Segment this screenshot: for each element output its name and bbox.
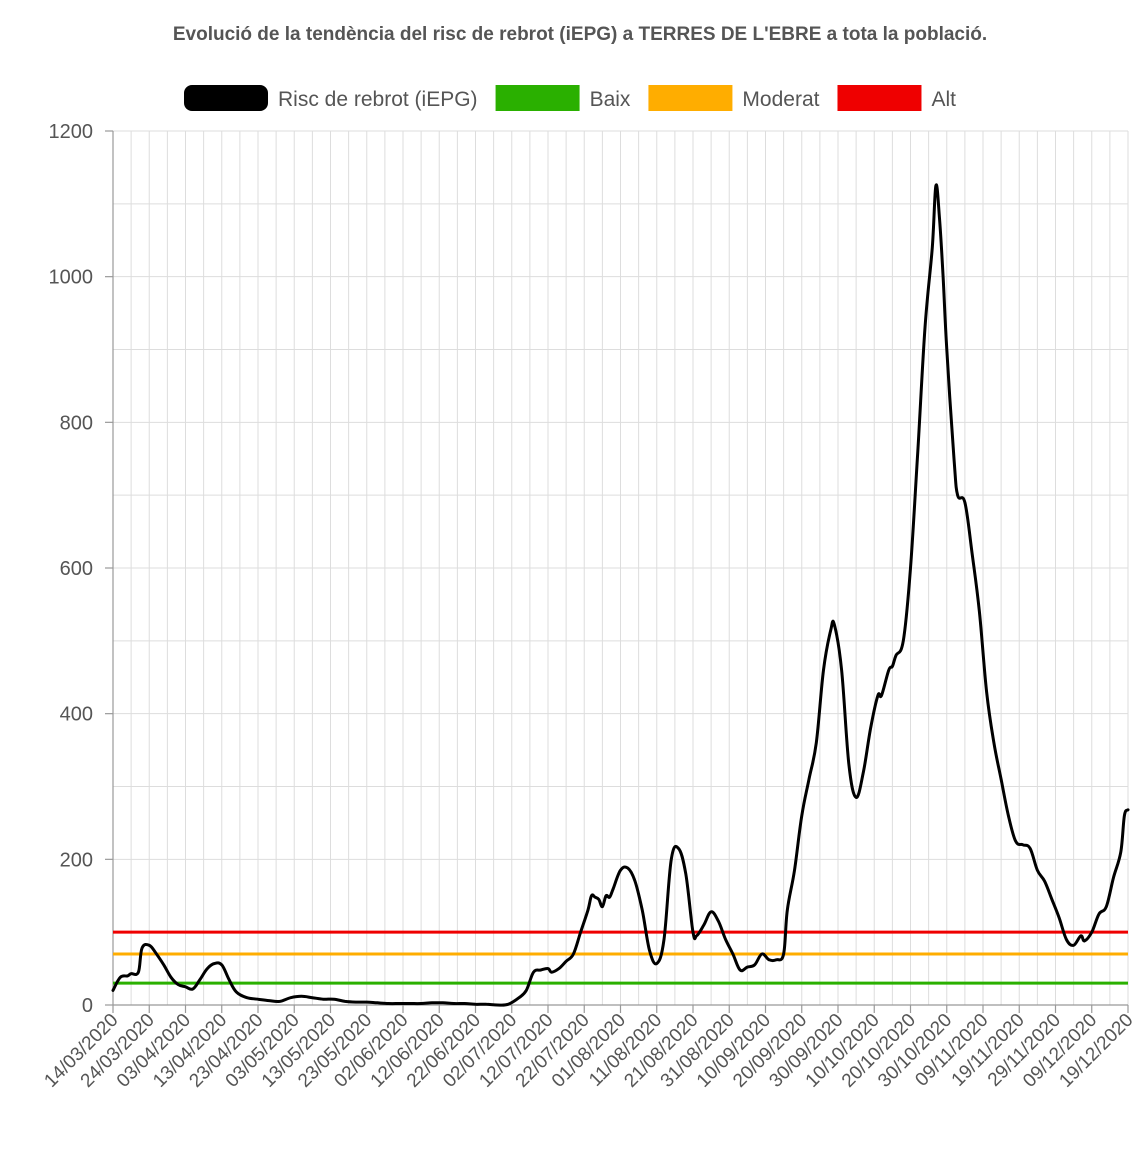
legend[interactable]: Risc de rebrot (iEPG) Baix Moderat Alt — [184, 85, 956, 111]
legend-item-risc-de-rebrot-iepg[interactable]: Risc de rebrot (iEPG) — [184, 85, 478, 111]
x-axis-ticks: 14/03/202024/03/202003/04/202013/04/2020… — [40, 1005, 1138, 1092]
y-tick-label: 800 — [60, 412, 93, 434]
grid-lines — [112, 130, 1129, 1006]
y-tick-label: 600 — [60, 558, 93, 580]
legend-swatch — [495, 85, 580, 111]
legend-item-alt[interactable]: Alt — [837, 85, 956, 111]
legend-label: Baix — [590, 88, 631, 111]
legend-swatch — [184, 85, 269, 111]
threshold-lines — [113, 930, 1128, 985]
chart-title: Evolució de la tendència del risc de reb… — [173, 24, 987, 45]
series-lines — [111, 183, 1130, 1007]
series-line-iepg — [111, 183, 1130, 1007]
y-tick-label: 400 — [60, 704, 93, 726]
legend-swatch — [837, 85, 922, 111]
y-axis-ticks: 0 200 400 600 800 1000 1200 — [49, 121, 113, 1017]
y-tick-label: 1000 — [49, 267, 94, 289]
legend-swatch — [648, 85, 733, 111]
legend-label: Moderat — [742, 88, 819, 111]
y-tick-label: 200 — [60, 849, 93, 871]
y-tick-label: 1200 — [49, 121, 94, 143]
y-tick-label: 0 — [82, 995, 93, 1017]
legend-label: Alt — [931, 88, 956, 111]
legend-item-baix[interactable]: Baix — [495, 85, 631, 111]
legend-label: Risc de rebrot (iEPG) — [278, 88, 478, 111]
legend-item-moderat[interactable]: Moderat — [648, 85, 820, 111]
